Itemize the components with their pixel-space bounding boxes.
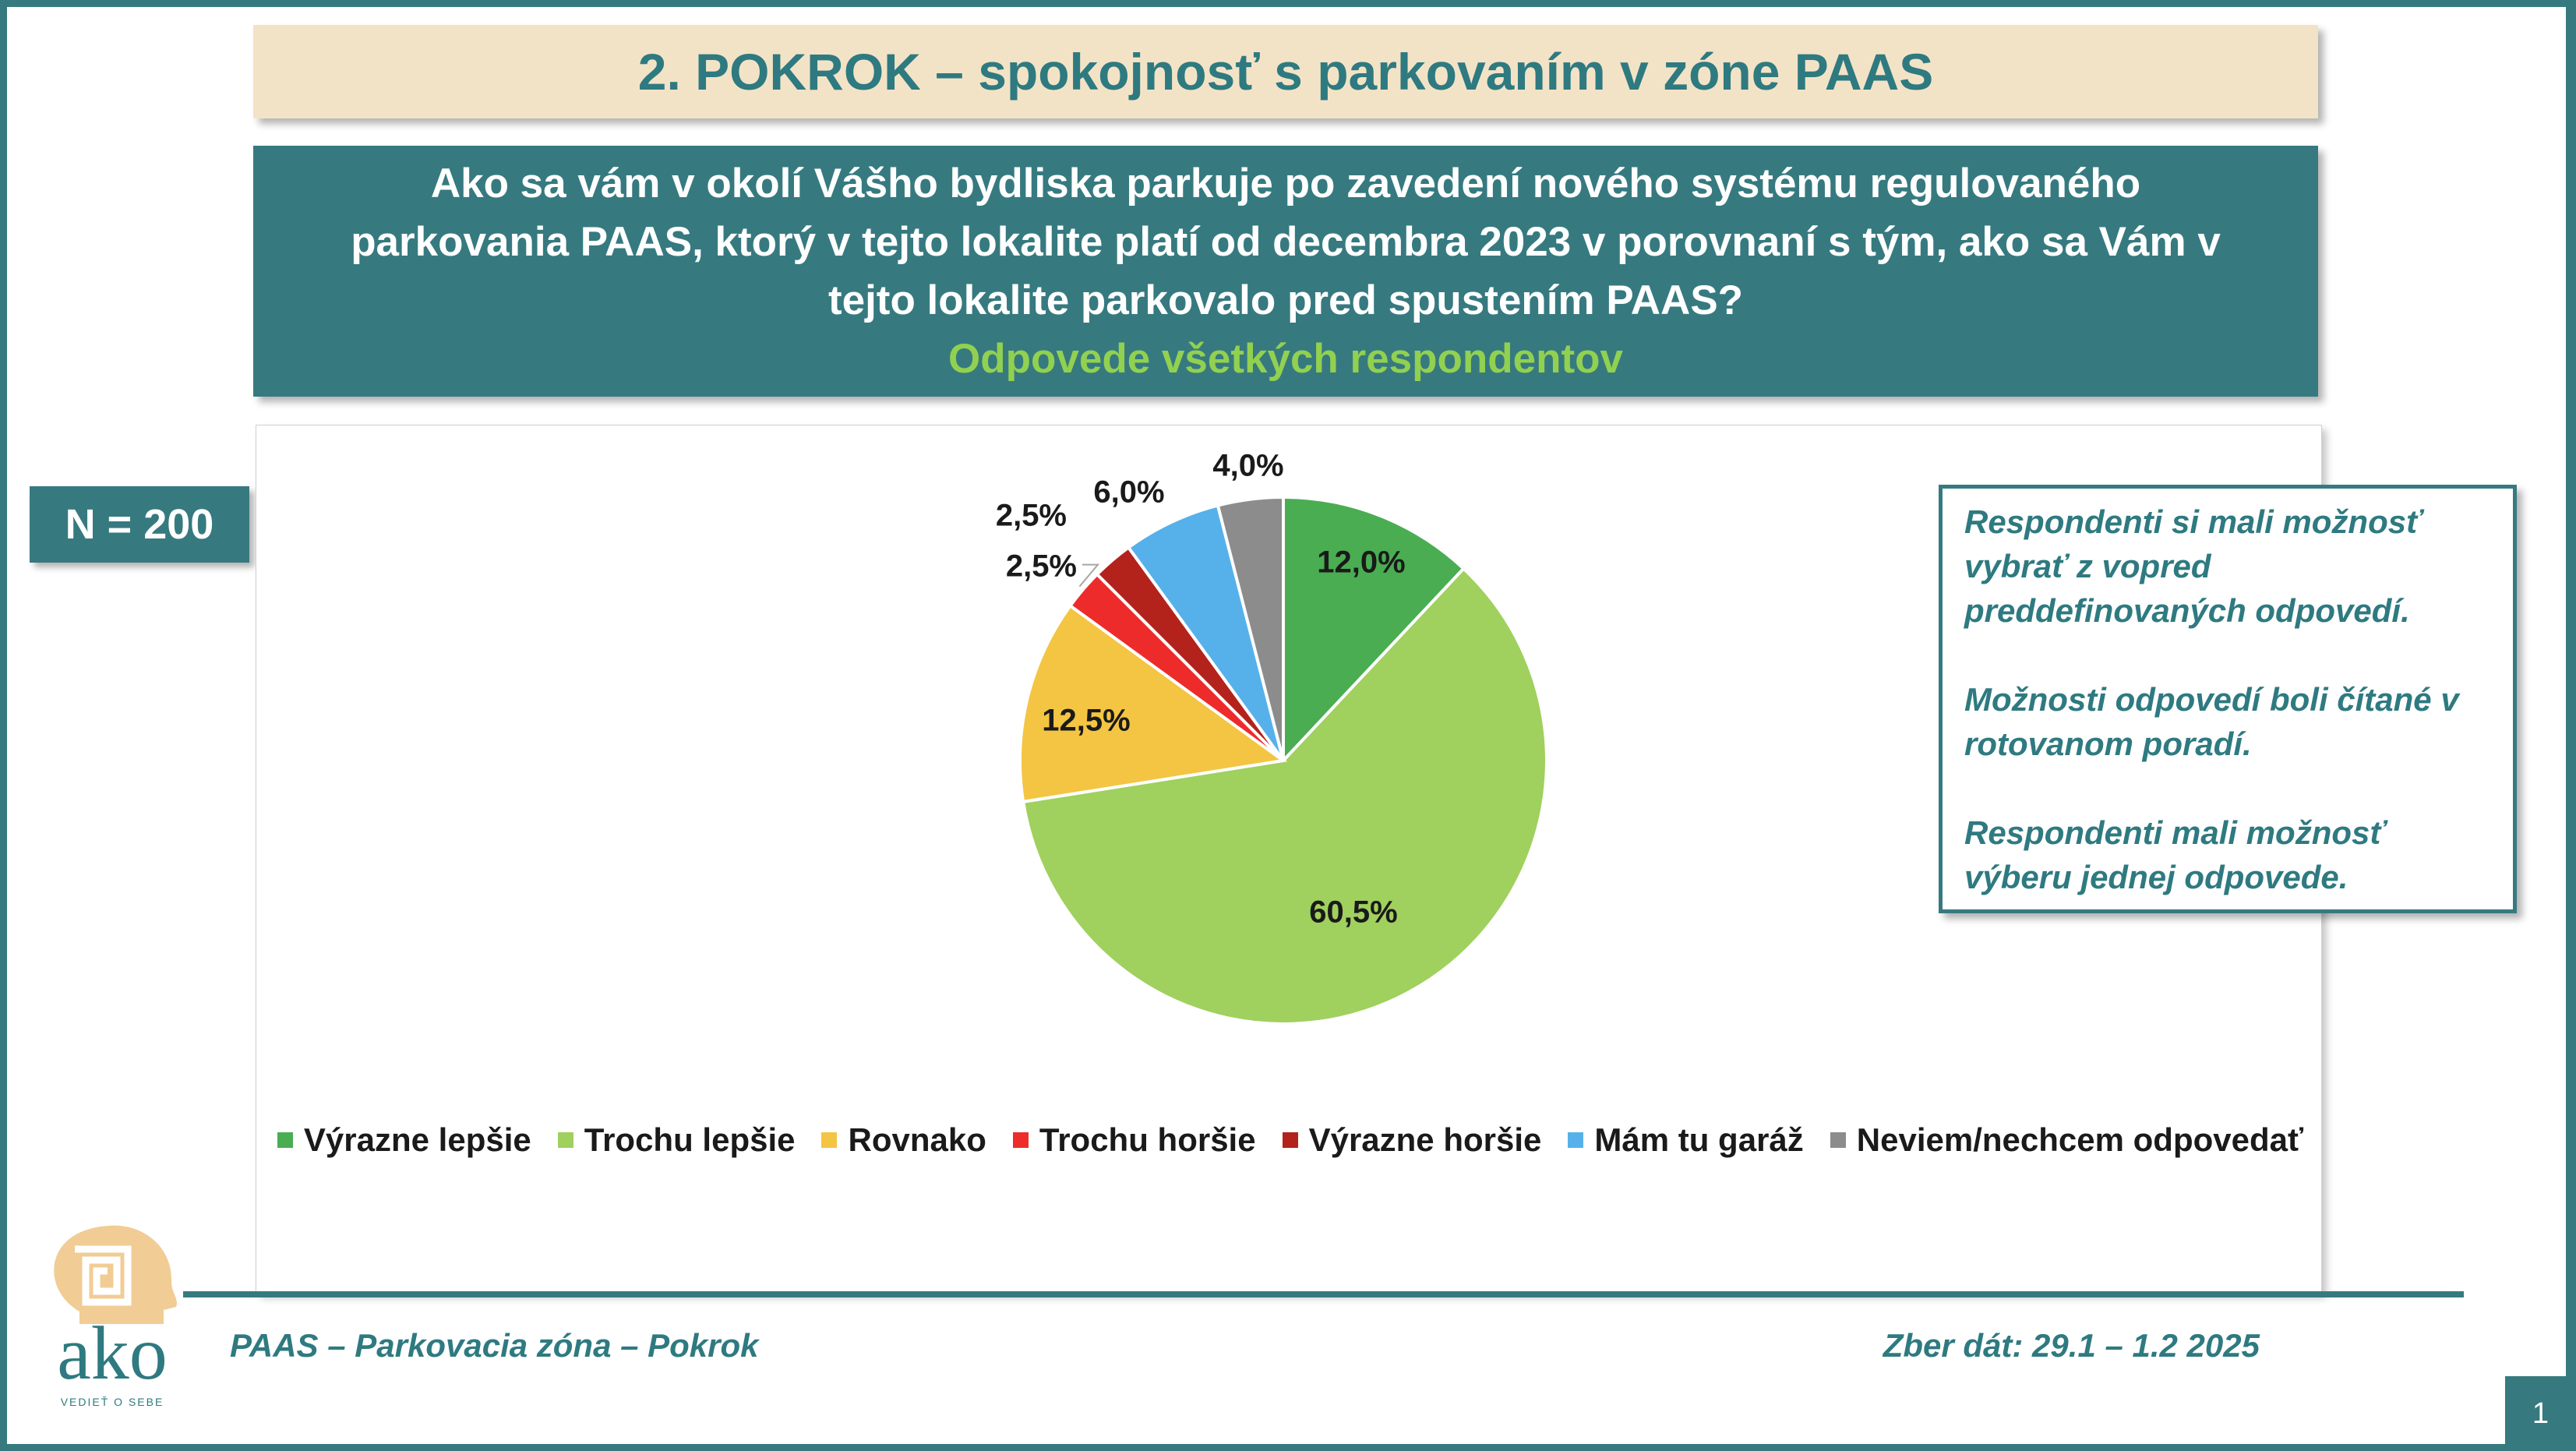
data-label-2: 60,5% (1309, 895, 1397, 930)
head-maze-icon (54, 1225, 177, 1324)
legend-item: Trochu horšie (1012, 1121, 1256, 1159)
note-paragraph: Respondenti mali možnosť výberu jednej o… (1964, 814, 2386, 895)
legend-item: Rovnako (821, 1121, 986, 1159)
data-label-6: 6,0% (1093, 475, 1164, 510)
slide-title-bar: 2. POKROK – spokojnosť s parkovaním v zó… (253, 25, 2318, 118)
legend-label: Výrazne lepšie (303, 1121, 531, 1158)
data-label-1: 12,0% (1317, 545, 1405, 580)
legend-label: Trochu horšie (1039, 1121, 1256, 1158)
note-paragraph: Respondenti si mali možnosť vybrať z vop… (1964, 503, 2422, 629)
legend-swatch (1012, 1132, 1029, 1148)
pie-slice-2 (1021, 566, 1548, 1026)
data-label-3: 12,5% (1042, 704, 1130, 738)
legend-label: Neviem/nechcem odpovedať (1856, 1121, 2304, 1158)
page-number: 1 (2505, 1376, 2576, 1451)
legend-item: Mám tu garáž (1568, 1121, 1804, 1159)
data-label-5: 2,5% (996, 499, 1067, 533)
legend-label: Trochu lepšie (584, 1121, 796, 1158)
legend-item: Výrazne horšie (1282, 1121, 1542, 1159)
legend-label: Rovnako (848, 1121, 986, 1158)
label-leader-line (1078, 563, 1100, 588)
note-paragraph: Možnosti odpovedí boli čítané v rotovano… (1964, 681, 2459, 762)
pie-chart: 12,0% 60,5% 12,5% 2,5% 2,5% 6,0% 4,0% (996, 449, 1548, 1026)
logo-wordmark: ako (57, 1312, 168, 1396)
data-label-4: 2,5% (1006, 549, 1077, 584)
pie-slice-7 (1216, 495, 1285, 761)
question-box: Ako sa vám v okolí Vášho bydliska parkuj… (253, 146, 2318, 397)
legend-label: Mám tu garáž (1594, 1121, 1804, 1158)
footer-project-label: PAAS – Parkovacia zóna – Pokrok (230, 1327, 759, 1364)
logo-tagline: VEDIEŤ O SEBE (60, 1396, 164, 1408)
legend-item: Neviem/nechcem odpovedať (1830, 1121, 2303, 1159)
question-text: Ako sa vám v okolí Vášho bydliska parkuj… (351, 161, 2221, 323)
legend-swatch (1568, 1132, 1584, 1148)
methodology-note: Respondenti si mali možnosť vybrať z vop… (1939, 485, 2517, 913)
sample-size-label: N = 200 (65, 501, 214, 548)
footer-divider (183, 1291, 2464, 1297)
pie-slice-3 (1018, 603, 1288, 804)
legend-swatch (277, 1132, 293, 1148)
legend-swatch (821, 1132, 838, 1148)
footer-date-label: Zber dát: 29.1 – 1.2 2025 (1883, 1327, 2260, 1364)
question-subtitle: Odpovede všetkých respondentov (948, 336, 1623, 382)
legend-swatch (557, 1132, 573, 1148)
slide-title: 2. POKROK – spokojnosť s parkovaním v zó… (637, 43, 1934, 101)
chart-legend: Výrazne lepšie Trochu lepšie Rovnako Trochu… (277, 1121, 2303, 1159)
legend-swatch (1282, 1132, 1298, 1148)
legend-label: Výrazne horšie (1308, 1121, 1542, 1158)
data-label-7: 4,0% (1212, 449, 1283, 483)
pie-slice-6 (1126, 503, 1285, 762)
legend-item: Trochu lepšie (557, 1121, 796, 1159)
ako-logo: ako VEDIEŤ O SEBE (34, 1218, 190, 1413)
sample-size-badge: N = 200 (30, 486, 249, 563)
pie-slice-1 (1282, 495, 1466, 765)
legend-item: Výrazne lepšie (277, 1121, 531, 1159)
legend-swatch (1830, 1132, 1846, 1148)
